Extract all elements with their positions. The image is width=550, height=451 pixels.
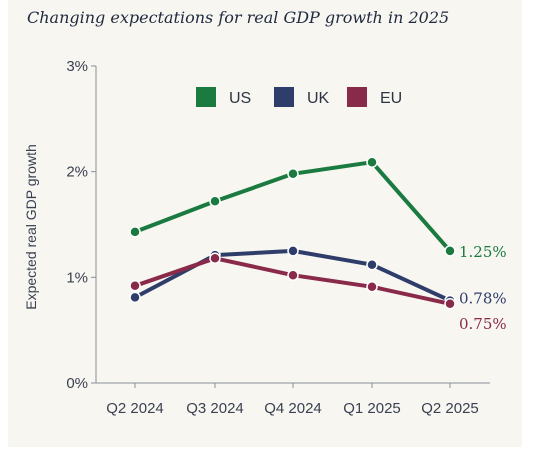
legend-label-eu: EU	[380, 90, 402, 107]
y-tick-label: 2%	[66, 164, 88, 181]
y-tick-label: 0%	[66, 375, 88, 392]
chart-panel	[8, 0, 522, 447]
data-point-uk	[287, 245, 299, 257]
data-point-us	[209, 195, 221, 208]
data-point-us	[366, 156, 378, 168]
x-tick-label: Q1 2025	[343, 400, 401, 417]
legend-swatch-uk	[274, 87, 294, 107]
legend-label-uk: UK	[307, 90, 330, 107]
data-point-uk	[129, 291, 141, 304]
data-point-eu	[209, 252, 221, 265]
legend-label-us: US	[229, 90, 251, 107]
end-label-eu: 0.75%	[459, 315, 507, 333]
y-tick-label: 3%	[66, 58, 88, 75]
data-point-eu	[129, 280, 141, 292]
data-point-us	[129, 226, 141, 238]
x-tick-label: Q4 2024	[264, 400, 322, 417]
x-tick-label: Q3 2024	[186, 400, 244, 417]
chart-title: Changing expectations for real GDP growt…	[27, 8, 450, 27]
end-label-us: 1.25%	[459, 243, 507, 261]
data-point-eu	[366, 281, 378, 293]
x-tick-label: Q2 2025	[421, 400, 479, 417]
data-point-us	[444, 245, 456, 257]
y-axis-label: Expected real GDP growth	[23, 144, 39, 310]
data-point-eu	[287, 269, 299, 281]
legend-swatch-eu	[347, 87, 367, 107]
data-point-eu	[444, 298, 456, 310]
end-label-uk: 0.78%	[459, 290, 507, 308]
legend-swatch-us	[196, 87, 216, 107]
data-point-uk	[366, 258, 378, 271]
series-layer: 1.25% 0.78% 0.75%	[129, 156, 507, 333]
axes: 0% 1% 2% 3% Q2 2024 Q3 2024 Q4 2024 Q1 2025 Q2 2…	[66, 58, 490, 417]
y-tick-label: 1%	[66, 269, 88, 286]
data-point-us	[287, 168, 299, 180]
x-tick-label: Q2 2024	[106, 400, 164, 417]
legend: US UK EU	[196, 87, 402, 107]
